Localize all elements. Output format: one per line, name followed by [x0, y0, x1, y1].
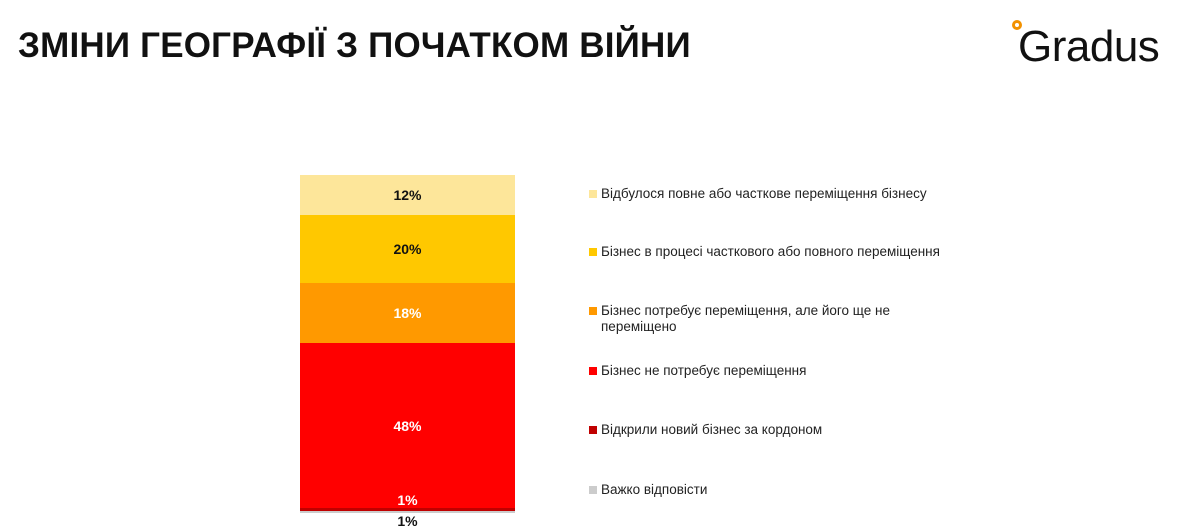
legend-item: Бізнес в процесі часткового або повного … — [589, 244, 961, 260]
legend-swatch-icon — [589, 486, 597, 494]
bar-segment-abroad — [300, 508, 515, 511]
legend-item: Важко відповісти — [589, 482, 961, 498]
bar-segment-no-move: 48% 1% — [300, 343, 515, 508]
segment-label: 18% — [393, 305, 422, 321]
bar-segment-in-process: 20% — [300, 215, 515, 283]
logo-text: Gradus — [1018, 22, 1160, 71]
legend-label: Відкрили новий бізнес за кордоном — [601, 422, 823, 437]
gradus-logo: Gradus — [1010, 16, 1185, 76]
segment-label: 20% — [393, 241, 422, 257]
legend-label: Важко відповісти — [601, 482, 708, 497]
bar-segment-moved: 12% — [300, 175, 515, 215]
legend-label: Бізнес не потребує переміщення — [601, 363, 807, 378]
legend-item: Відкрили новий бізнес за кордоном — [589, 422, 961, 438]
segment-label-hard-to-say: 1% — [397, 513, 418, 529]
page-title: ЗМІНИ ГЕОГРАФІЇ З ПОЧАТКОМ ВІЙНИ — [18, 26, 691, 65]
legend-swatch-icon — [589, 426, 597, 434]
legend-swatch-icon — [589, 248, 597, 256]
bar-segment-needs-move: 18% — [300, 283, 515, 343]
legend-label: Відбулося повне або часткове переміщення… — [601, 186, 927, 201]
legend-swatch-icon — [589, 307, 597, 315]
logo-dot-icon — [1012, 20, 1022, 30]
segment-label: 12% — [393, 187, 422, 203]
legend-swatch-icon — [589, 367, 597, 375]
stacked-bar: 12% 20% 18% 48% 1% — [300, 175, 515, 513]
legend-swatch-icon — [589, 190, 597, 198]
segment-label-abroad: 1% — [397, 492, 418, 508]
legend-item: Бізнес не потребує переміщення — [589, 363, 961, 379]
legend-label: Бізнес в процесі часткового або повного … — [601, 244, 940, 259]
segment-label: 48% — [393, 417, 422, 434]
legend-item: Бізнес потребує переміщення, але його ще… — [589, 303, 921, 335]
legend-label: Бізнес потребує переміщення, але його ще… — [601, 303, 890, 334]
legend-item: Відбулося повне або часткове переміщення… — [589, 186, 961, 202]
bar-segment-hard-to-say — [300, 511, 515, 513]
